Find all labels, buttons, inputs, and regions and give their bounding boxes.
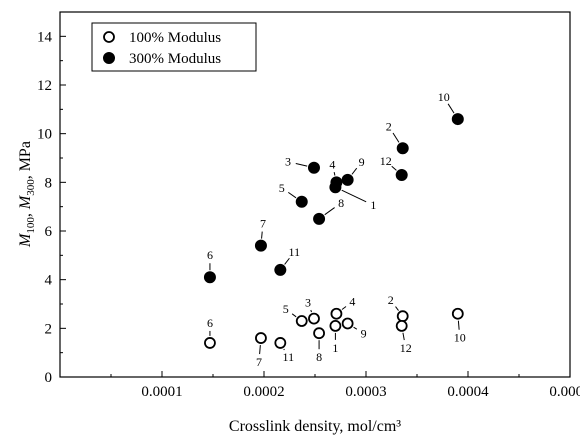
data-point-100-modulus — [308, 312, 320, 325]
legend: 100% Modulus 300% Modulus — [91, 22, 257, 72]
leader-line — [391, 165, 397, 171]
point-label: 2 — [388, 293, 394, 307]
point-label: 8 — [316, 350, 322, 364]
point-label: 1 — [370, 198, 376, 212]
y-tick-label: 4 — [45, 273, 53, 289]
data-point-100-modulus — [395, 319, 408, 332]
data-point-300-modulus — [395, 169, 408, 182]
leader-line — [447, 103, 455, 114]
leader-line — [324, 207, 335, 216]
y-tick-label: 14 — [37, 29, 53, 45]
data-point-100-modulus — [255, 332, 267, 344]
data-point-100-modulus — [330, 307, 343, 320]
point-label: 3 — [305, 296, 311, 310]
y-axis-title-sub2: 300 — [25, 179, 37, 196]
x-tick-label: 0.0004 — [447, 384, 489, 400]
x-tick-label: 0.0002 — [243, 384, 284, 400]
x-axis-title: Crosslink density, mol/cm³ — [229, 418, 401, 435]
leader-line — [353, 326, 358, 330]
point-label: 4 — [329, 157, 335, 171]
point-label: 2 — [386, 119, 392, 133]
legend-label-300-modulus: 300% Modulus — [129, 51, 221, 67]
point-label: 5 — [279, 181, 285, 195]
y-axis-title-tail: , MPa — [17, 141, 34, 179]
leader-line — [261, 231, 263, 239]
leader-line — [288, 191, 297, 199]
point-label: 10 — [438, 90, 450, 104]
point-label: 12 — [380, 154, 392, 168]
leader-line — [284, 257, 290, 265]
data-point-300-modulus — [254, 239, 267, 252]
leader-line — [402, 332, 405, 341]
leader-line — [395, 306, 399, 311]
data-point-300-modulus — [396, 142, 409, 155]
ticks: 0.00010.00020.00030.00040.00050246810121… — [37, 11, 580, 400]
data-point-100-modulus — [295, 315, 308, 327]
data-point-100-modulus — [341, 317, 354, 330]
y-tick-label: 10 — [37, 127, 52, 143]
data-point-100-modulus — [396, 310, 409, 323]
data-point-300-modulus — [313, 212, 326, 225]
point-label: 12 — [400, 341, 412, 355]
leader-line — [283, 348, 285, 351]
data-point-100-modulus — [313, 327, 325, 340]
leader-line — [333, 172, 336, 176]
data-point-100-modulus — [329, 319, 342, 332]
data-point-100-modulus — [204, 337, 216, 349]
data-point-300-modulus — [203, 271, 216, 284]
legend-label-100-modulus: 100% Modulus — [129, 30, 221, 46]
y-tick-label: 12 — [37, 78, 52, 94]
leader-line — [295, 163, 308, 167]
y-axis-title-sep: , — [17, 209, 34, 217]
y-axis-title-m1: M — [17, 232, 34, 248]
legend-marker-300-modulus — [103, 52, 115, 64]
leader-line — [457, 320, 460, 330]
y-tick-label: 2 — [45, 321, 53, 337]
point-label: 9 — [361, 326, 367, 340]
data-point-300-modulus — [295, 195, 308, 208]
point-label: 7 — [260, 217, 266, 231]
legend-box — [91, 22, 257, 72]
y-axis-title-m2: M — [17, 194, 34, 210]
leader-line — [310, 309, 312, 313]
leader-line — [259, 345, 261, 355]
point-label: 9 — [359, 155, 365, 169]
point-label: 1 — [332, 341, 338, 355]
point-label: 5 — [283, 302, 289, 316]
x-tick-label: 0.0001 — [141, 384, 182, 400]
y-tick-label: 6 — [45, 224, 53, 240]
data-point-300-modulus — [307, 161, 320, 174]
data-point-300-modulus — [330, 176, 343, 189]
point-label: 3 — [285, 155, 291, 169]
leader-line — [351, 167, 358, 175]
data-point-300-modulus — [451, 113, 464, 126]
legend-marker-100-modulus — [103, 31, 115, 43]
y-axis-title-sub1: 100 — [25, 217, 37, 234]
data-point-100-modulus — [451, 307, 464, 320]
data-point-300-modulus — [274, 263, 287, 276]
leader-line — [291, 313, 297, 318]
x-tick-label: 0.0003 — [345, 384, 386, 400]
leader-line — [341, 189, 367, 203]
point-label: 7 — [256, 355, 262, 369]
point-label: 8 — [338, 196, 344, 210]
y-axis-title: M100, M300, MPa — [17, 141, 37, 248]
x-tick-label: 0.0005 — [549, 384, 580, 400]
data-point-300-modulus — [341, 173, 354, 186]
y-tick-label: 0 — [45, 370, 53, 386]
data-point-100-modulus — [274, 337, 287, 349]
point-label: 4 — [349, 295, 355, 309]
leader-line — [341, 306, 347, 310]
leader-line — [392, 132, 400, 143]
point-label: 10 — [454, 331, 466, 345]
y-tick-label: 8 — [45, 175, 53, 191]
point-label: 6 — [207, 248, 213, 262]
point-label: 11 — [289, 245, 301, 259]
point-label: 6 — [207, 316, 213, 330]
point-label: 11 — [283, 350, 295, 364]
